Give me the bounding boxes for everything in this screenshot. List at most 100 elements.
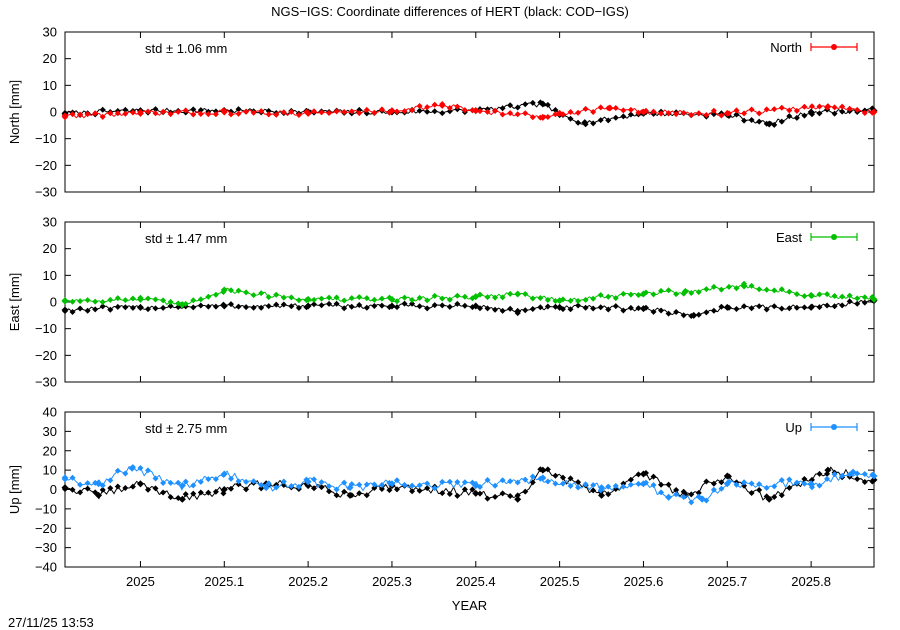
data-point-north-red	[710, 107, 717, 114]
data-point-up-black	[718, 479, 725, 486]
data-point-east-black	[136, 303, 144, 311]
data-point-east-black	[114, 303, 121, 310]
data-point-up-blue	[698, 495, 706, 503]
data-point-east-black	[567, 306, 574, 313]
data-point-north-red	[695, 110, 702, 117]
data-point-north-red	[861, 109, 868, 116]
data-point-east-black	[854, 300, 861, 307]
data-point-east-black	[152, 305, 159, 312]
data-point-up-black	[559, 474, 566, 481]
data-point-up-black	[514, 492, 521, 499]
data-point-north-black	[190, 106, 197, 113]
timestamp: 27/11/25 13:53	[8, 615, 94, 630]
y-tick-label-up: 10	[43, 463, 57, 478]
data-point-up-blue	[175, 479, 182, 486]
panels-group: 30 20 10 0 −10 −20 −30 North [mm] std ± 1.06 mm N…	[7, 25, 878, 613]
data-point-north-red	[235, 110, 242, 117]
data-point-up-blue	[590, 482, 597, 489]
data-point-north-black	[741, 117, 748, 124]
data-point-north-red	[393, 108, 400, 115]
data-point-north-black	[439, 110, 446, 117]
data-point-east-green	[703, 286, 710, 293]
data-point-up-black	[786, 484, 793, 491]
y-tick-label-up: −30	[35, 540, 57, 555]
data-point-east-black	[280, 301, 287, 308]
data-point-up-black	[816, 470, 823, 477]
data-point-north-red	[107, 110, 114, 117]
data-point-east-green	[363, 295, 370, 302]
data-point-east-black	[597, 304, 604, 311]
data-point-east-green	[356, 294, 363, 301]
data-point-north-red	[136, 109, 144, 117]
data-point-north-black	[575, 119, 582, 126]
data-point-north-black	[552, 106, 559, 113]
data-point-north-red	[318, 109, 325, 116]
data-point-north-red	[680, 109, 687, 116]
data-point-up-blue	[205, 476, 212, 483]
data-point-east-black	[371, 303, 378, 310]
x-tick-label: 2025	[126, 574, 155, 589]
data-point-north-red	[205, 111, 212, 118]
data-point-up-blue	[401, 481, 408, 488]
data-point-up-blue	[771, 483, 778, 490]
data-point-up-black	[409, 488, 416, 495]
data-point-east-green	[605, 293, 612, 300]
data-point-east-black	[635, 305, 642, 312]
data-point-east-green	[514, 290, 522, 298]
data-point-up-blue	[341, 479, 348, 486]
data-point-up-blue	[409, 482, 416, 489]
data-point-north-black	[590, 120, 597, 127]
y-tick-label-north: 10	[43, 78, 57, 93]
data-point-up-black	[771, 494, 778, 501]
data-point-east-black	[92, 306, 99, 313]
data-point-east-green	[681, 287, 689, 295]
data-point-east-black	[333, 300, 340, 307]
data-point-north-red	[582, 105, 589, 112]
data-point-up-black	[160, 489, 167, 496]
data-point-east-green	[235, 287, 242, 294]
data-point-north-red	[870, 108, 878, 116]
data-point-east-green	[725, 283, 732, 290]
data-point-east-black	[363, 304, 370, 311]
data-point-north-black	[152, 106, 159, 113]
data-point-east-green	[846, 292, 853, 299]
data-point-east-green	[326, 294, 333, 301]
data-point-up-black	[748, 489, 755, 496]
data-point-east-black	[831, 303, 838, 310]
data-point-east-green	[227, 287, 234, 294]
data-point-north-black	[581, 119, 589, 127]
data-point-east-green	[839, 293, 846, 300]
data-point-east-black	[235, 303, 242, 310]
data-point-east-green	[673, 291, 680, 298]
data-point-up-black	[304, 482, 312, 490]
data-point-north-red	[620, 107, 627, 114]
data-point-north-red	[771, 106, 778, 113]
data-point-up-black	[472, 489, 480, 497]
data-point-east-black	[582, 304, 589, 311]
data-point-up-blue	[178, 482, 186, 490]
data-point-north-black	[544, 101, 551, 108]
data-point-up-blue	[807, 480, 815, 488]
data-point-east-black	[861, 299, 868, 306]
data-point-north-red	[175, 108, 182, 115]
y-axis-label-north: North [mm]	[7, 80, 22, 144]
data-point-north-red	[378, 106, 385, 113]
data-point-north-red	[831, 104, 838, 111]
data-point-up-black	[227, 485, 234, 492]
data-point-up-blue	[484, 477, 491, 484]
data-point-east-black	[454, 300, 461, 307]
data-point-up-blue	[559, 480, 566, 487]
data-point-up-black	[688, 491, 695, 498]
data-point-east-black	[401, 300, 408, 307]
data-point-up-black	[695, 489, 702, 496]
data-point-up-black	[461, 486, 468, 493]
data-point-east-green	[472, 293, 480, 301]
data-point-up-black	[258, 485, 265, 492]
data-point-up-blue	[326, 483, 333, 490]
data-point-east-green	[416, 294, 423, 301]
data-point-east-black	[824, 302, 831, 309]
data-point-up-black	[439, 490, 446, 497]
data-point-east-green	[273, 291, 280, 298]
data-point-east-green	[522, 290, 529, 297]
